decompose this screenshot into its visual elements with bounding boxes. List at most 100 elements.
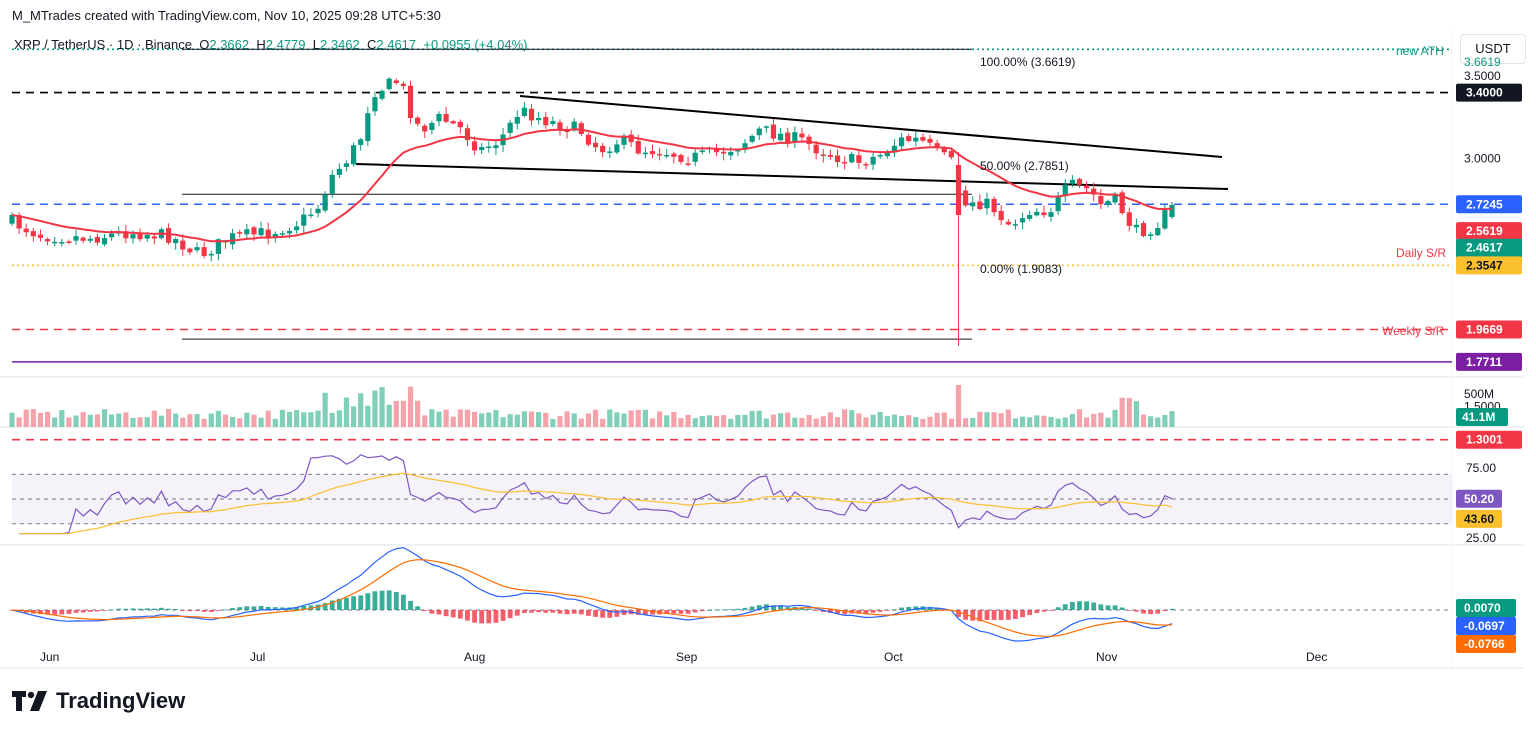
daily-sr-label: Daily S/R	[1396, 246, 1446, 260]
candle	[756, 126, 762, 141]
macd-histogram-bar	[621, 610, 627, 615]
volume-bar	[1027, 417, 1033, 427]
macd-histogram-bar	[842, 610, 848, 615]
candle	[671, 151, 677, 164]
candle-body	[713, 149, 720, 153]
candle	[649, 144, 656, 159]
macd-histogram-bar	[550, 610, 556, 613]
volume-bar	[991, 412, 997, 427]
macd-histogram-bar	[578, 610, 584, 615]
candle	[1140, 221, 1147, 238]
macd-badge: -0.0697	[1456, 617, 1516, 635]
macd-histogram-bar	[877, 610, 883, 612]
candle	[59, 238, 65, 247]
macd-histogram-bar	[265, 606, 271, 610]
candle-body	[407, 85, 414, 118]
candle-body	[386, 78, 392, 90]
candle	[258, 221, 264, 237]
candle	[407, 80, 414, 124]
volume-bar	[877, 411, 883, 427]
symbol-name[interactable]: XRP / TetherUS · 1D · Binance	[14, 37, 192, 52]
volume-bar	[657, 411, 663, 427]
macd-histogram-bar	[1013, 610, 1018, 619]
upper-trendline	[519, 95, 1223, 158]
macd-histogram-bar	[856, 610, 862, 614]
candle-body	[514, 117, 520, 124]
candle-body	[749, 135, 755, 142]
macd-histogram-bar	[1020, 610, 1025, 618]
macd-histogram-bar	[1077, 601, 1082, 610]
fib-50-label: 50.00% (2.7851)	[980, 159, 1069, 173]
macd-histogram-bar	[358, 595, 364, 610]
macd-histogram-bar	[1034, 610, 1040, 614]
price-badge-bg	[1456, 320, 1522, 339]
candle	[294, 221, 300, 234]
volume-bar	[329, 412, 335, 427]
price-badge-bg	[1456, 222, 1522, 241]
macd-histogram-bar	[1155, 610, 1161, 614]
candle	[87, 235, 93, 243]
macd-histogram-bar	[59, 610, 65, 615]
candle-body	[286, 230, 293, 234]
rsi-badge-label: 50.20	[1464, 492, 1494, 506]
macd-histogram-bar	[1091, 602, 1097, 610]
macd-histogram-bar	[714, 609, 719, 611]
currency-button[interactable]: USDT	[1460, 34, 1526, 64]
candle-body	[692, 152, 698, 162]
macd-histogram-bar	[685, 610, 691, 614]
volume-bar	[457, 409, 463, 427]
macd-histogram-bar	[514, 610, 520, 616]
macd-histogram-bar	[956, 610, 961, 617]
candle-body	[728, 152, 734, 156]
time-axis-label: Oct	[884, 650, 903, 664]
macd-histogram-bar	[102, 610, 107, 611]
candle-body	[109, 233, 115, 238]
candle-body	[799, 133, 805, 138]
volume-bar	[251, 414, 257, 427]
macd-histogram-bar	[692, 610, 698, 613]
candle	[934, 139, 940, 151]
volume-bar	[671, 412, 677, 427]
macd-histogram-bar	[180, 610, 186, 611]
volume-bar	[1098, 412, 1104, 427]
macd-histogram-bar	[379, 590, 385, 610]
candle	[906, 133, 912, 143]
candle-body	[898, 137, 905, 147]
volume-bar	[343, 397, 350, 427]
candle-body	[1019, 218, 1026, 223]
candle	[870, 152, 876, 171]
candle-body	[1091, 188, 1097, 195]
macd-histogram-bar	[1062, 604, 1068, 610]
candle-body	[970, 202, 976, 207]
candle	[73, 229, 79, 245]
macd-histogram-bar	[137, 608, 143, 610]
volume-bar	[315, 410, 321, 427]
candle	[550, 116, 556, 127]
volume-bar	[742, 414, 748, 427]
time-axis-label: Nov	[1096, 650, 1117, 664]
candle	[664, 148, 670, 159]
candle-body	[578, 123, 584, 135]
candle-body	[9, 215, 15, 224]
volume-bar	[799, 417, 805, 427]
candle-body	[336, 168, 342, 175]
volume-bar	[258, 417, 264, 427]
macd-histogram-bar	[835, 610, 840, 614]
candle-body	[1112, 193, 1118, 203]
macd-signal-badge-bg	[1456, 635, 1516, 653]
candle	[713, 143, 720, 157]
volume-bar	[308, 412, 314, 427]
volume-bar	[1069, 413, 1075, 427]
candle-body	[1098, 195, 1104, 205]
candle-body	[450, 121, 456, 124]
macd-histogram-bar	[208, 610, 214, 612]
candle	[315, 204, 321, 218]
volume-bar	[80, 412, 86, 427]
candle	[208, 250, 214, 262]
volume-bar	[187, 414, 193, 427]
volume-bar	[920, 418, 926, 427]
macd-badge-label: -0.0697	[1464, 619, 1505, 633]
price-badge-bg	[1456, 83, 1522, 102]
candle	[1155, 222, 1161, 237]
